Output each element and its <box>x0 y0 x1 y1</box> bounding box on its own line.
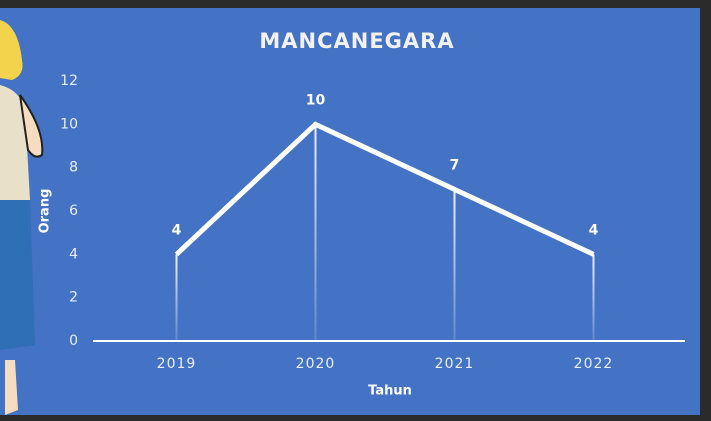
y-tick-label: 2 <box>69 290 78 306</box>
plot-background <box>0 8 700 415</box>
line-series <box>174 121 595 257</box>
data-label: 4 <box>172 222 182 238</box>
drop-line <box>453 189 456 341</box>
y-tick-label: 12 <box>60 73 78 89</box>
drop-line <box>314 124 317 341</box>
character-decoration <box>0 20 44 415</box>
y-tick-label: 4 <box>69 246 78 262</box>
x-tick-label: 2021 <box>435 356 475 372</box>
x-axis-label: Tahun <box>368 384 412 399</box>
y-tick-label: 0 <box>69 333 78 349</box>
y-tick-label: 10 <box>60 116 78 132</box>
y-tick-label: 6 <box>69 203 78 219</box>
x-tick-label: 2019 <box>157 356 197 372</box>
drop-line <box>592 254 595 341</box>
x-tick-label: 2020 <box>296 356 336 372</box>
drop-line <box>175 254 178 341</box>
y-tick-label: 8 <box>69 160 78 176</box>
data-label: 7 <box>450 157 460 173</box>
data-label: 4 <box>589 222 599 238</box>
chart-title: MANCANEGARA <box>259 29 454 53</box>
x-tick-label: 2022 <box>574 356 614 372</box>
data-label: 10 <box>306 92 326 108</box>
y-axis-label: Orang <box>38 189 53 234</box>
